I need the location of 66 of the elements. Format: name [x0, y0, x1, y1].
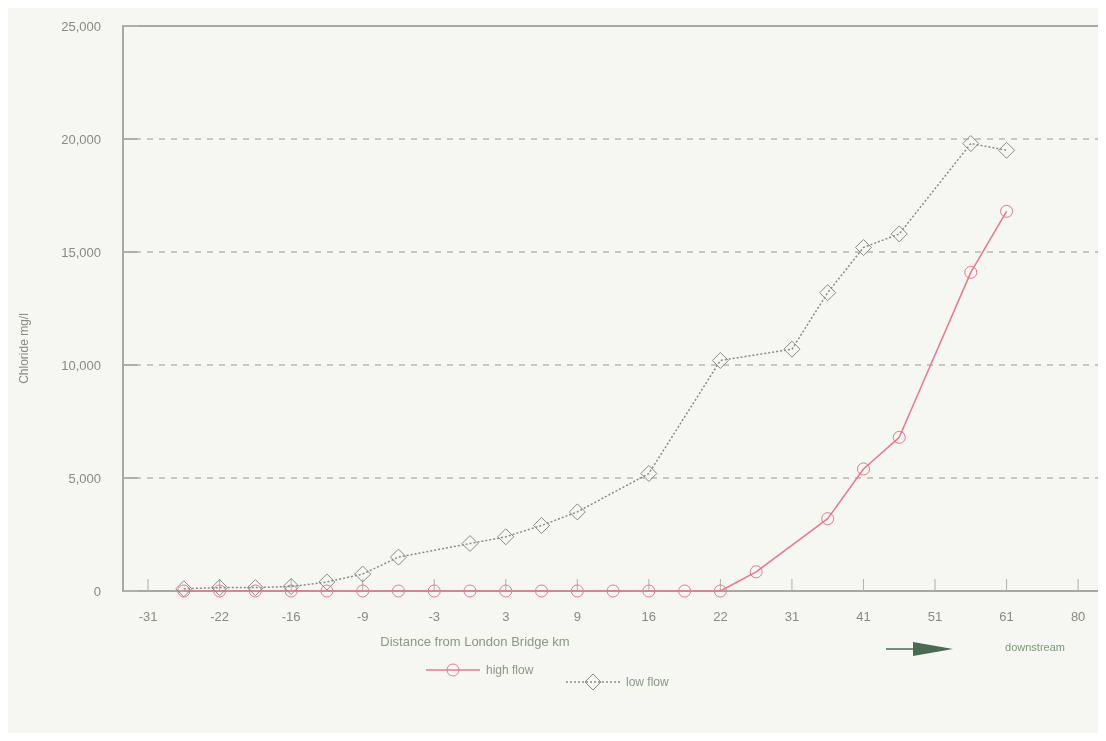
x-tick-label: -3: [428, 609, 440, 624]
point: [213, 584, 227, 598]
y-tick-label: 25,000: [61, 18, 101, 34]
point: [284, 584, 298, 598]
x-tick-label: 3: [502, 609, 510, 624]
point: [713, 584, 727, 598]
y-tick-label: 10,000: [61, 357, 101, 373]
point: [318, 573, 336, 591]
point: [890, 225, 908, 243]
point: [389, 548, 407, 566]
point: [819, 284, 837, 302]
point: [570, 584, 584, 598]
y-tick-label: 0: [93, 583, 101, 599]
point: [535, 584, 549, 598]
point: [282, 577, 300, 595]
x-axis-title: Distance from London Bridge km: [380, 634, 570, 649]
legend-label: high flow: [486, 663, 534, 677]
x-tick-label: -31: [138, 609, 158, 624]
point: [354, 565, 372, 583]
point: [642, 584, 656, 598]
legend-label: low flow: [626, 675, 670, 689]
point: [856, 462, 870, 476]
x-tick-label: 31: [784, 609, 800, 624]
point: [248, 584, 262, 598]
point: [463, 584, 477, 598]
point: [427, 584, 441, 598]
point: [892, 430, 906, 444]
x-tick-label: 80: [1070, 609, 1086, 624]
point: [320, 584, 334, 598]
point: [606, 584, 620, 598]
point: [821, 512, 835, 526]
x-tick-label: -16: [281, 609, 301, 624]
point: [461, 535, 479, 553]
point: [711, 351, 729, 369]
point: [854, 238, 872, 256]
x-tick-label: 16: [641, 609, 657, 624]
point: [499, 584, 513, 598]
point: [533, 516, 551, 534]
point: [1000, 204, 1014, 218]
x-tick-label: 61: [999, 609, 1014, 624]
x-tick-label: 51: [927, 609, 943, 624]
point: [246, 579, 264, 597]
x-tick-label: 22: [713, 609, 728, 624]
point: [962, 135, 980, 153]
point: [175, 580, 193, 598]
point: [177, 584, 191, 598]
point: [211, 579, 229, 597]
point: [640, 464, 658, 482]
point: [391, 584, 405, 598]
point: [568, 503, 586, 521]
point: [749, 565, 763, 579]
x-tick-label: -9: [356, 609, 369, 624]
x-tick-label: 41: [856, 609, 871, 624]
y-axis-title: Chloride mg/l: [17, 313, 31, 384]
point: [497, 528, 515, 546]
point: [964, 265, 978, 279]
y-tick-label: 15,000: [61, 244, 101, 260]
y-tick-label: 20,000: [61, 131, 101, 147]
x-tick-label: 9: [573, 609, 581, 624]
point: [998, 141, 1016, 159]
point: [356, 584, 370, 598]
y-tick-label: 5,000: [68, 470, 101, 486]
point: [678, 584, 692, 598]
x-tick-label: -22: [210, 609, 229, 624]
text: downstream: [1005, 641, 1065, 653]
point: [783, 340, 801, 358]
